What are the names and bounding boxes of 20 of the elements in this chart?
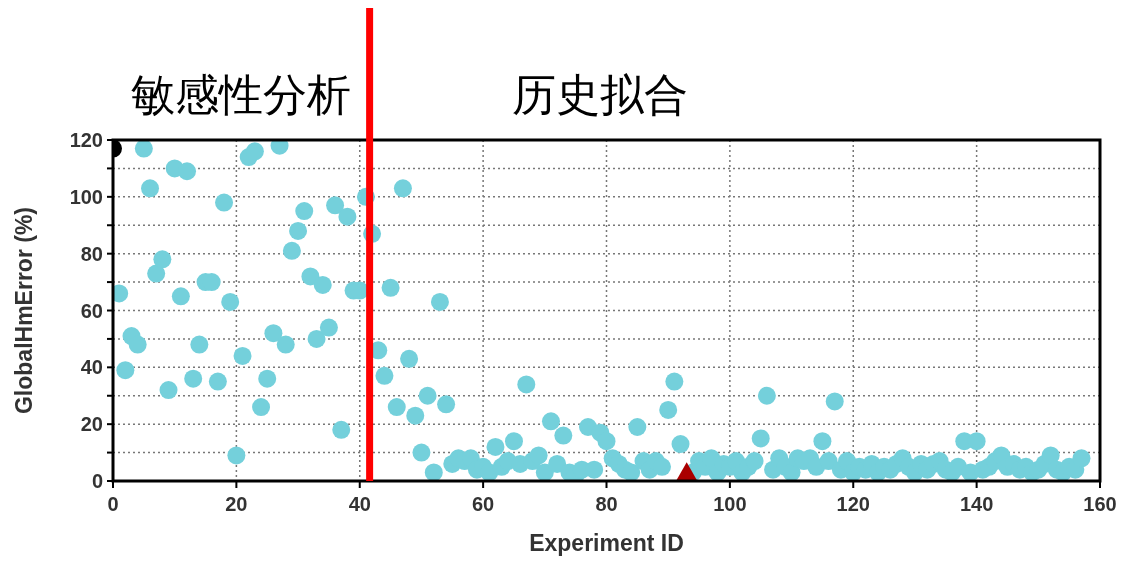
x-axis-title: Experiment ID [529, 530, 684, 556]
y-tick-label: 60 [80, 299, 103, 322]
x-tick-label: 100 [713, 493, 747, 515]
x-tick-label: 80 [595, 493, 618, 515]
y-tick-label: 80 [80, 242, 103, 265]
x-tick-label: 20 [225, 493, 248, 515]
x-tick-label: 120 [836, 493, 870, 515]
text: 敏感性分析 [131, 70, 352, 119]
x-tick-label: 60 [472, 493, 495, 515]
y-tick-label: 40 [80, 356, 103, 379]
x-tick-label: 160 [1083, 493, 1117, 515]
x-tick-label: 0 [107, 493, 119, 515]
x-tick-label: 140 [959, 493, 994, 515]
text: 历史拟合 [511, 70, 688, 119]
y-tick-label: 0 [91, 470, 103, 492]
y-tick-label: 20 [80, 413, 103, 436]
y-tick-label: 120 [69, 129, 103, 151]
y-axis-title: GlobalHmError (%) [11, 206, 37, 415]
x-tick-label: 40 [348, 493, 371, 515]
y-tick-label: 100 [69, 185, 103, 208]
